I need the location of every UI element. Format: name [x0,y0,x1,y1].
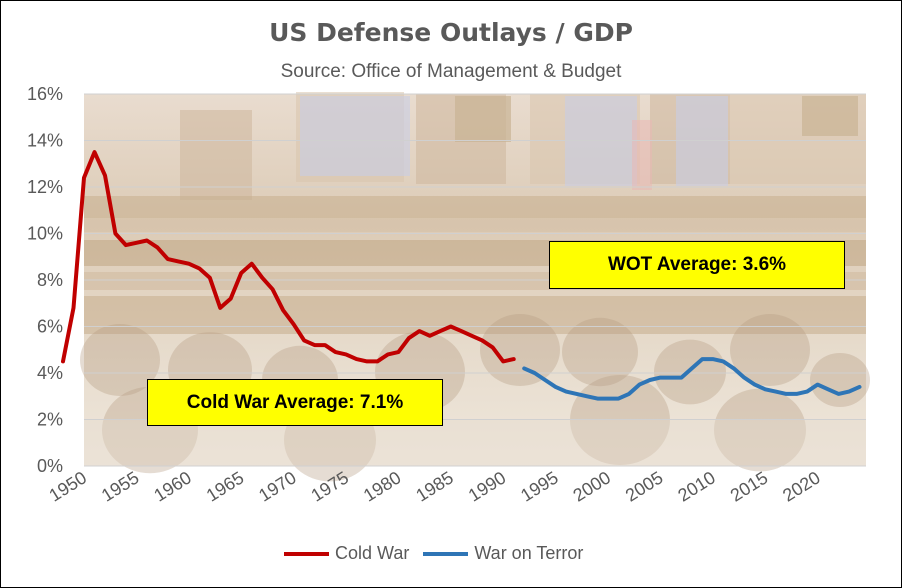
y-tick-label: 0% [37,456,63,476]
y-tick-label: 16% [27,84,63,104]
photo-floor [84,420,866,466]
cold-war-average-callout: Cold War Average: 7.1% [147,379,443,426]
wot-average-text: WOT Average: 3.6% [607,254,787,275]
legend: Cold War War on Terror [284,543,597,564]
chart-subtitle: Source: Office of Management & Budget [280,61,622,82]
y-tick-label: 14% [27,131,63,151]
y-tick-label: 6% [37,317,63,337]
x-tick-label: 2005 [622,467,667,505]
photo-flag [300,96,410,176]
x-tick-label: 1985 [412,467,457,505]
photo-audience-head [562,317,638,387]
photo-audience-head [80,324,160,396]
wot-average-callout: WOT Average: 3.6% [549,241,845,289]
x-tick-label: 2020 [779,467,824,505]
x-tick-label: 2010 [674,467,719,505]
x-tick-label: 1960 [150,467,195,505]
chart-title: US Defense Outlays / GDP [269,18,633,47]
y-tick-label: 8% [37,270,63,290]
photo-dais-row [84,218,866,232]
photo-portrait [455,96,511,142]
series-line-cold-war [61,150,516,364]
legend-swatch-cold-war [284,551,329,556]
photo-audience-head [810,353,870,407]
photo-dais-row [84,196,866,218]
x-tick-label: 1965 [203,467,248,505]
x-tick-label: 1995 [517,467,562,505]
y-tick-label: 2% [37,410,63,430]
legend-label-cold-war: Cold War [335,543,410,563]
photo-flag [632,120,652,190]
x-tick-label: 1955 [98,467,143,505]
photo-wall-panel [180,110,252,200]
series-lines [61,150,862,401]
legend-item-war-on-terror: War on Terror [423,543,583,564]
legend-swatch-war-on-terror [423,551,469,556]
photo-audience-head [714,388,806,472]
x-tick-label: 1990 [465,467,510,505]
photo-audience-head [480,314,560,386]
legend-item-cold-war: Cold War [284,543,409,564]
x-axis-ticks: 1950 1955 1960 1965 1970 1975 1980 1985 1990 1995… [46,467,824,505]
photo-dais-row [84,296,866,334]
y-tick-label: 10% [27,224,63,244]
y-tick-label: 4% [37,363,63,383]
photo-audience-head [730,314,810,386]
series-line-war-on-terror [522,357,862,401]
photo-portrait [802,96,858,136]
x-tick-label: 2015 [727,467,772,505]
y-axis-ticks: 0% 2% 4% 6% 8% 10% 12% 14% 16% [27,84,63,476]
cold-war-average-text: Cold War Average: 7.1% [186,391,404,413]
legend-label-war-on-terror: War on Terror [474,543,584,563]
y-tick-label: 12% [27,177,63,197]
x-tick-label: 2000 [570,467,615,505]
x-tick-label: 1970 [255,467,300,505]
x-tick-label: 1980 [360,467,405,505]
